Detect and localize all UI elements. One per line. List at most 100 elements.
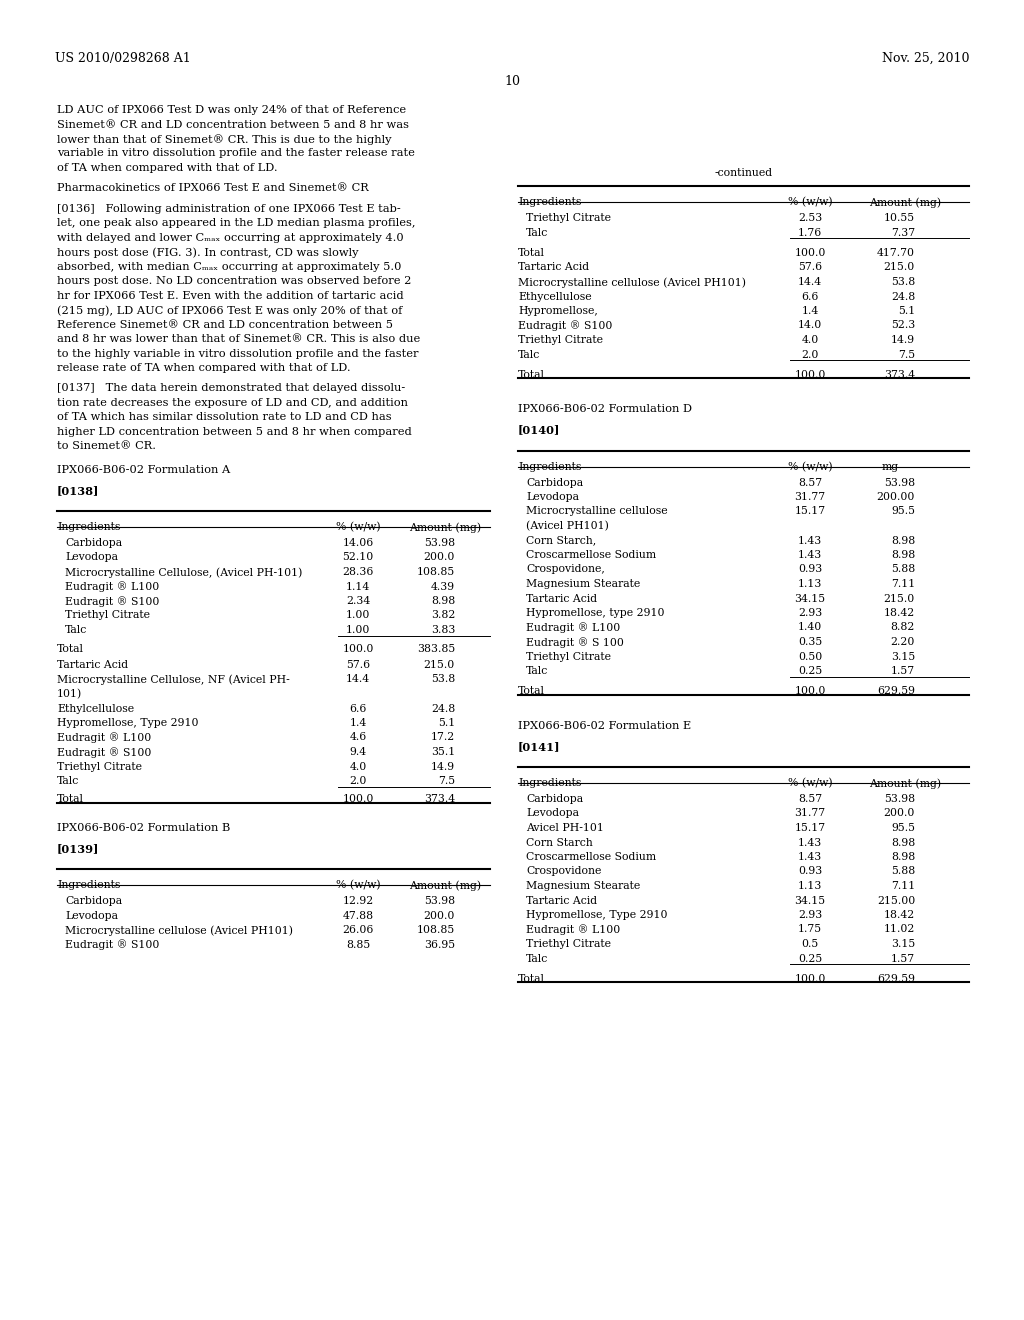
Text: Total: Total xyxy=(518,370,545,380)
Text: 14.9: 14.9 xyxy=(431,762,455,771)
Text: 1.4: 1.4 xyxy=(802,306,818,315)
Text: 1.13: 1.13 xyxy=(798,880,822,891)
Text: Triethyl Citrate: Triethyl Citrate xyxy=(518,335,603,345)
Text: 629.59: 629.59 xyxy=(877,974,915,983)
Text: IPX066-B06-02 Formulation D: IPX066-B06-02 Formulation D xyxy=(518,404,692,414)
Text: let, one peak also appeared in the LD median plasma profiles,: let, one peak also appeared in the LD me… xyxy=(57,218,416,228)
Text: Hypromellose, Type 2910: Hypromellose, Type 2910 xyxy=(57,718,199,729)
Text: Hypromellose,: Hypromellose, xyxy=(518,306,598,315)
Text: 0.25: 0.25 xyxy=(798,667,822,676)
Text: Eudragit ® S100: Eudragit ® S100 xyxy=(65,597,160,607)
Text: 34.15: 34.15 xyxy=(795,594,825,603)
Text: Corn Starch: Corn Starch xyxy=(526,837,593,847)
Text: Crospovidone,: Crospovidone, xyxy=(526,565,605,574)
Text: 8.98: 8.98 xyxy=(891,550,915,560)
Text: 3.15: 3.15 xyxy=(891,652,915,661)
Text: 3.82: 3.82 xyxy=(431,610,455,620)
Text: 6.6: 6.6 xyxy=(349,704,367,714)
Text: Levodopa: Levodopa xyxy=(65,553,118,562)
Text: (Avicel PH101): (Avicel PH101) xyxy=(526,521,609,532)
Text: 2.0: 2.0 xyxy=(349,776,367,785)
Text: 2.34: 2.34 xyxy=(346,597,370,606)
Text: 18.42: 18.42 xyxy=(884,909,915,920)
Text: Eudragit ® L100: Eudragit ® L100 xyxy=(526,924,621,936)
Text: and 8 hr was lower than that of Sinemet® CR. This is also due: and 8 hr was lower than that of Sinemet®… xyxy=(57,334,420,345)
Text: 53.98: 53.98 xyxy=(884,795,915,804)
Text: 200.0: 200.0 xyxy=(424,553,455,562)
Text: 5.1: 5.1 xyxy=(437,718,455,729)
Text: hr for IPX066 Test E. Even with the addition of tartaric acid: hr for IPX066 Test E. Even with the addi… xyxy=(57,290,403,301)
Text: Talc: Talc xyxy=(57,776,79,785)
Text: 53.98: 53.98 xyxy=(424,539,455,548)
Text: hours post dose (FIG. 3). In contrast, CD was slowly: hours post dose (FIG. 3). In contrast, C… xyxy=(57,247,358,257)
Text: Eudragit ® S100: Eudragit ® S100 xyxy=(57,747,152,758)
Text: Total: Total xyxy=(57,644,84,653)
Text: 373.4: 373.4 xyxy=(424,795,455,804)
Text: 47.88: 47.88 xyxy=(342,911,374,921)
Text: Avicel PH-101: Avicel PH-101 xyxy=(526,822,604,833)
Text: [0139]: [0139] xyxy=(57,843,99,854)
Text: 215.00: 215.00 xyxy=(877,895,915,906)
Text: 100.0: 100.0 xyxy=(342,795,374,804)
Text: 53.98: 53.98 xyxy=(884,478,915,487)
Text: 0.25: 0.25 xyxy=(798,953,822,964)
Text: Magnesium Stearate: Magnesium Stearate xyxy=(526,579,640,589)
Text: IPX066-B06-02 Formulation E: IPX066-B06-02 Formulation E xyxy=(518,721,691,730)
Text: Eudragit ® S100: Eudragit ® S100 xyxy=(518,321,612,331)
Text: 100.0: 100.0 xyxy=(795,370,825,380)
Text: 417.70: 417.70 xyxy=(877,248,915,257)
Text: 3.83: 3.83 xyxy=(431,624,455,635)
Text: 14.4: 14.4 xyxy=(346,675,370,685)
Text: 215.0: 215.0 xyxy=(884,594,915,603)
Text: Levodopa: Levodopa xyxy=(65,911,118,921)
Text: 0.93: 0.93 xyxy=(798,565,822,574)
Text: 14.0: 14.0 xyxy=(798,321,822,330)
Text: 31.77: 31.77 xyxy=(795,492,825,502)
Text: Nov. 25, 2010: Nov. 25, 2010 xyxy=(882,51,969,65)
Text: 7.37: 7.37 xyxy=(891,227,915,238)
Text: 8.98: 8.98 xyxy=(891,536,915,545)
Text: 24.8: 24.8 xyxy=(891,292,915,301)
Text: 53.8: 53.8 xyxy=(431,675,455,685)
Text: 34.15: 34.15 xyxy=(795,895,825,906)
Text: 12.92: 12.92 xyxy=(342,896,374,907)
Text: 200.0: 200.0 xyxy=(424,911,455,921)
Text: of TA which has similar dissolution rate to LD and CD has: of TA which has similar dissolution rate… xyxy=(57,412,391,422)
Text: 14.06: 14.06 xyxy=(342,539,374,548)
Text: Magnesium Stearate: Magnesium Stearate xyxy=(526,880,640,891)
Text: Amount (mg): Amount (mg) xyxy=(409,880,481,891)
Text: 1.00: 1.00 xyxy=(346,610,371,620)
Text: Triethyl Citrate: Triethyl Citrate xyxy=(65,610,150,620)
Text: Levodopa: Levodopa xyxy=(526,492,579,502)
Text: 0.5: 0.5 xyxy=(802,939,818,949)
Text: 8.57: 8.57 xyxy=(798,795,822,804)
Text: % (w/w): % (w/w) xyxy=(336,521,380,532)
Text: % (w/w): % (w/w) xyxy=(787,777,833,788)
Text: 1.13: 1.13 xyxy=(798,579,822,589)
Text: variable in vitro dissolution profile and the faster release rate: variable in vitro dissolution profile an… xyxy=(57,149,415,158)
Text: 36.95: 36.95 xyxy=(424,940,455,949)
Text: Microcrystalline Cellulose, NF (Avicel PH-: Microcrystalline Cellulose, NF (Avicel P… xyxy=(57,675,290,685)
Text: % (w/w): % (w/w) xyxy=(787,462,833,471)
Text: Triethyl Citrate: Triethyl Citrate xyxy=(57,762,142,771)
Text: 100.0: 100.0 xyxy=(795,686,825,697)
Text: Ingredients: Ingredients xyxy=(518,462,582,471)
Text: 5.88: 5.88 xyxy=(891,866,915,876)
Text: 8.98: 8.98 xyxy=(891,837,915,847)
Text: 1.43: 1.43 xyxy=(798,851,822,862)
Text: Amount (mg): Amount (mg) xyxy=(869,777,941,788)
Text: 14.4: 14.4 xyxy=(798,277,822,286)
Text: Carbidopa: Carbidopa xyxy=(526,478,583,487)
Text: 215.0: 215.0 xyxy=(884,263,915,272)
Text: 108.85: 108.85 xyxy=(417,568,455,577)
Text: Talc: Talc xyxy=(526,667,548,676)
Text: with delayed and lower Cₘₐₓ occurring at approximately 4.0: with delayed and lower Cₘₐₓ occurring at… xyxy=(57,232,403,243)
Text: 1.43: 1.43 xyxy=(798,837,822,847)
Text: 17.2: 17.2 xyxy=(431,733,455,742)
Text: 10: 10 xyxy=(504,75,520,88)
Text: Amount (mg): Amount (mg) xyxy=(409,521,481,532)
Text: 5.88: 5.88 xyxy=(891,565,915,574)
Text: Talc: Talc xyxy=(526,227,548,238)
Text: Tartaric Acid: Tartaric Acid xyxy=(526,895,597,906)
Text: 5.1: 5.1 xyxy=(898,306,915,315)
